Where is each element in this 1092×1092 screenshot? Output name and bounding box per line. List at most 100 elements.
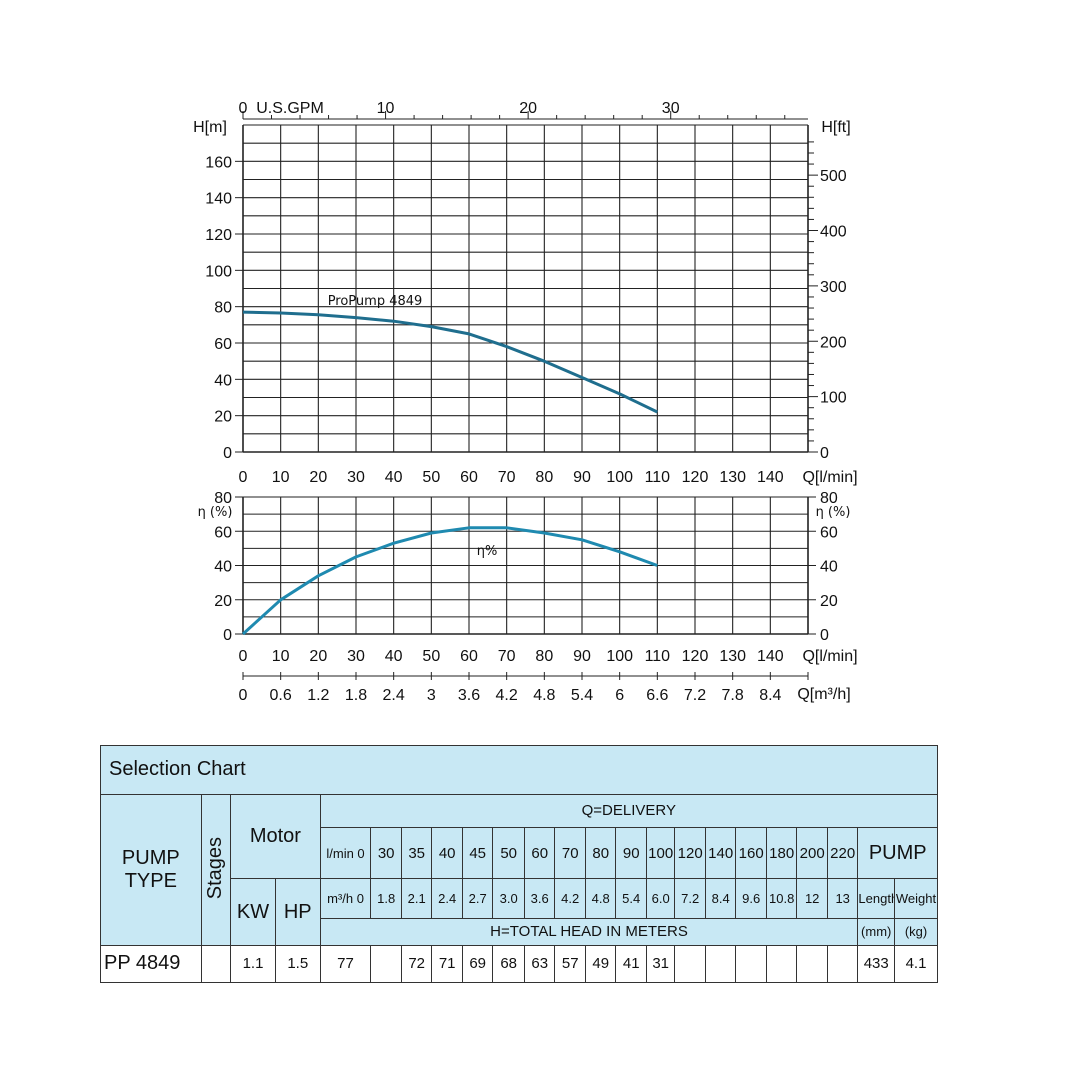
x-tick-label: 10 <box>272 648 290 665</box>
m3h-value: 2.7 <box>461 878 494 919</box>
stages-header: Stages <box>200 793 232 946</box>
hp-header: HP <box>274 878 321 946</box>
head-cell <box>370 944 402 984</box>
y2-tick-label: 40 <box>820 559 838 576</box>
x3-tick-label: 0.6 <box>270 687 292 704</box>
x-axis-title: Q[l/min] <box>802 469 857 486</box>
x-tick-label: 100 <box>606 469 633 486</box>
stages-cell <box>200 944 232 984</box>
y2-tick-label: 300 <box>820 279 847 296</box>
m3h-value: 10.8 <box>765 878 798 919</box>
x3-tick-label: 3 <box>427 687 436 704</box>
stages-label: Stages <box>204 836 227 899</box>
x-axis-title: Q[l/min] <box>802 648 857 665</box>
x-tick-label: 50 <box>422 648 440 665</box>
m3h-label: m³/h 0 <box>319 878 372 919</box>
x2-tick-label: 0 <box>239 100 248 117</box>
head-cell-0: 77 <box>319 944 372 984</box>
m3h-value: 12 <box>796 878 828 919</box>
m3h-value: 9.6 <box>735 878 767 919</box>
y-tick-label: 80 <box>214 300 232 317</box>
lmin-value: 80 <box>584 826 617 880</box>
y-axis-title: H[m] <box>193 119 227 136</box>
selection-chart-table: Selection Chart PUMP TYPE Stages Motor Q… <box>100 745 939 984</box>
x3-tick-label: 4.8 <box>533 687 555 704</box>
x-tick-label: 140 <box>757 469 784 486</box>
hp-cell: 1.5 <box>274 944 321 984</box>
m3h-value: 13 <box>826 878 859 919</box>
y-tick-label: 0 <box>223 627 232 644</box>
x-tick-label: 130 <box>719 648 746 665</box>
head-cell <box>704 944 737 984</box>
axis-ticks <box>235 111 818 680</box>
delivery-header: Q=DELIVERY <box>319 793 939 828</box>
x3-tick-label: 2.4 <box>383 687 405 704</box>
y-tick-label: 20 <box>214 409 232 426</box>
y-axis-title: η (%) <box>198 505 233 520</box>
efficiency-curve-label: η% <box>477 544 498 559</box>
m3h-value: 3.6 <box>523 878 556 919</box>
lmin-value: 40 <box>431 826 463 880</box>
x-tick-label: 20 <box>309 648 327 665</box>
x-tick-label: 140 <box>757 648 784 665</box>
x-tick-label: 90 <box>573 648 591 665</box>
head-curve <box>242 310 658 414</box>
m3h-value: 4.2 <box>554 878 586 919</box>
x2-axis-title: U.S.GPM <box>256 100 324 117</box>
x3-axis-title: Q[m³/h] <box>797 686 850 703</box>
lmin-value: 30 <box>370 826 402 880</box>
y2-tick-label: 20 <box>820 593 838 610</box>
y2-tick-label: 400 <box>820 224 847 241</box>
head-cell <box>735 944 767 984</box>
length-unit: (mm) <box>857 917 896 946</box>
y-tick-label: 40 <box>214 559 232 576</box>
lmin-value: 160 <box>735 826 767 880</box>
y-tick-label: 80 <box>214 490 232 507</box>
y2-tick-label: 0 <box>820 627 829 644</box>
x-tick-label: 110 <box>645 648 671 665</box>
x-tick-label: 50 <box>422 469 440 486</box>
y2-tick-label: 100 <box>820 390 847 407</box>
head-curve-label: ProPump 4849 <box>328 294 423 309</box>
x-tick-label: 60 <box>460 469 478 486</box>
x3-tick-label: 1.2 <box>307 687 329 704</box>
head-cell: 72 <box>400 944 433 984</box>
lmin-value: 140 <box>704 826 737 880</box>
x2-tick-label: 30 <box>662 100 680 117</box>
head-cell: 31 <box>645 944 676 984</box>
lmin-value: 35 <box>400 826 433 880</box>
head-cell: 68 <box>492 944 525 984</box>
m3h-value: 6.0 <box>645 878 676 919</box>
x2-tick-label: 20 <box>519 100 537 117</box>
head-cell <box>796 944 828 984</box>
curves <box>241 310 658 636</box>
x-tick-label: 40 <box>385 648 403 665</box>
lmin-label: l/min 0 <box>319 826 372 880</box>
efficiency-curve <box>241 526 658 636</box>
efficiency-chart-grid <box>242 496 809 635</box>
lmin-value: 45 <box>461 826 494 880</box>
x-tick-label: 70 <box>498 469 516 486</box>
y-tick-label: 140 <box>205 191 232 208</box>
m3h-value: 3.0 <box>492 878 525 919</box>
head-cell: 41 <box>615 944 647 984</box>
y-tick-label: 20 <box>214 593 232 610</box>
x-tick-label: 10 <box>272 469 290 486</box>
x3-tick-label: 7.2 <box>684 687 706 704</box>
x-tick-label: 130 <box>719 469 746 486</box>
x-tick-label: 100 <box>606 648 633 665</box>
x-tick-label: 30 <box>347 648 365 665</box>
x-tick-label: 60 <box>460 648 478 665</box>
x3-tick-label: 4.2 <box>496 687 518 704</box>
lmin-value: 220 <box>826 826 859 880</box>
y2-axis-title: H[ft] <box>821 119 850 136</box>
motor-header: Motor <box>230 793 321 880</box>
y-tick-label: 60 <box>214 524 232 541</box>
x-tick-label: 0 <box>239 469 248 486</box>
x-tick-label: 0 <box>239 648 248 665</box>
lmin-value: 60 <box>523 826 556 880</box>
kw-header: KW <box>230 878 276 946</box>
lmin-value: 70 <box>554 826 586 880</box>
lmin-value: 90 <box>615 826 647 880</box>
